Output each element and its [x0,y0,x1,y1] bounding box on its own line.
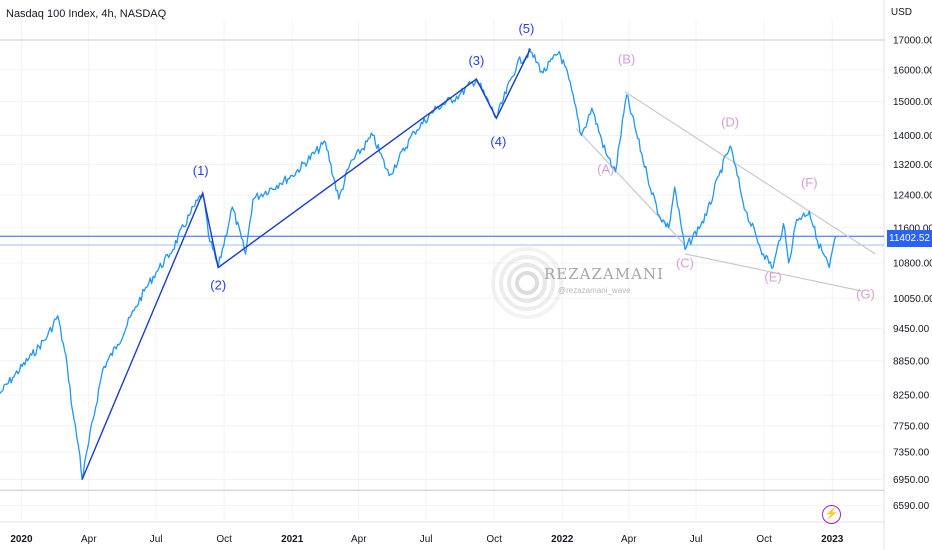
channel-line [624,91,876,255]
y-tick-label: 10800.00 [893,258,932,269]
y-tick-label: 10050.00 [893,294,932,305]
y-tick-label: 7350.00 [893,447,930,458]
x-tick-label: Jul [690,534,703,545]
corrective-wave-label: (E) [764,269,781,284]
x-tick-label: Apr [81,534,97,545]
impulse-wave-line [81,48,532,480]
impulse-wave-label: (1) [193,163,209,178]
y-tick-label: 17000.00 [893,36,932,47]
corrective-wave-label: (G) [856,286,875,301]
watermark-subtext: @rezazamani_wave [558,286,631,295]
currency-label: USD [890,7,912,18]
corrective-wave-label: (A) [597,162,614,177]
corrective-wave-label: (F) [801,175,818,190]
x-tick-label: 2022 [551,534,574,545]
impulse-wave-label: (3) [468,53,484,68]
y-tick-label: 6590.00 [893,501,930,512]
x-tick-label: 2021 [281,534,304,545]
watermark-text: REZAZAMANI [544,265,664,283]
x-tick-label: Oct [486,534,502,545]
x-tick-label: Jul [420,534,433,545]
watermark-logo [491,247,563,319]
x-tick-label: Jul [150,534,163,545]
lightning-icon[interactable]: ⚡ [822,505,841,524]
impulse-wave-label: (5) [518,21,534,36]
channel-line [684,253,862,292]
y-tick-label: 14000.00 [893,131,932,142]
watermark-ring [507,263,547,303]
x-tick-label: Apr [351,534,367,545]
y-tick-label: 9450.00 [893,324,930,335]
x-tick-label: 2023 [821,534,844,545]
x-tick-label: 2020 [10,534,33,545]
watermark-ring [491,247,563,319]
corrective-wave-label: (B) [618,52,635,67]
impulse-wave-label: (4) [490,134,506,149]
y-tick-label: 16000.00 [893,65,932,76]
chart-title: Nasdaq 100 Index, 4h, NASDAQ [6,8,167,20]
x-tick-label: Oct [216,534,232,545]
y-tick-label: 13200.00 [893,160,932,171]
y-tick-label: 8850.00 [893,356,930,367]
corrective-wave-label: (D) [721,115,739,130]
y-tick-label: 6950.00 [893,475,930,486]
watermark-ring [515,271,539,295]
y-tick-label: 7750.00 [893,421,930,432]
y-tick-label: 15000.00 [893,97,932,108]
x-tick-label: Apr [621,534,637,545]
y-tick-label: 12400.00 [893,191,932,202]
price-line [0,47,837,481]
current-price-tag: 11402.52 [887,230,932,247]
corrective-wave-label: (C) [676,255,694,270]
impulse-wave-label: (2) [210,277,226,292]
watermark-ring [499,255,555,311]
y-tick-label: 8250.00 [893,391,930,402]
y-tick-label: 11600.00 [893,223,932,234]
x-tick-label: Oct [756,534,772,545]
